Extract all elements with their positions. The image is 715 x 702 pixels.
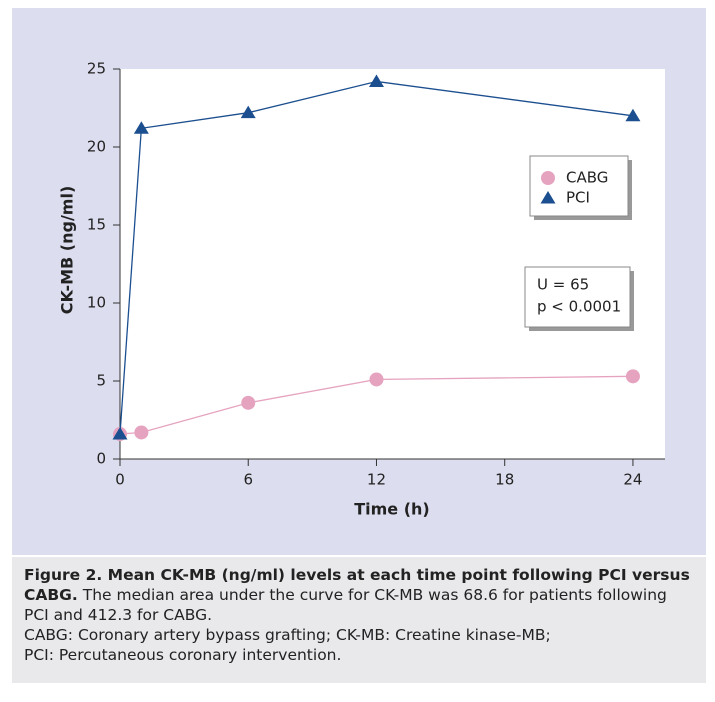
- plot-area: [120, 69, 665, 459]
- y-tick-label: 20: [87, 138, 106, 156]
- x-tick-label: 18: [495, 471, 514, 489]
- caption-text: The median area under the curve for CK-M…: [24, 586, 667, 624]
- data-point: [134, 425, 149, 440]
- abbreviation: PCI: Percutaneous coronary intervention.: [24, 646, 342, 664]
- x-axis-label: Time (h): [354, 500, 430, 519]
- legend-label: CABG: [566, 169, 608, 187]
- annotation: U = 65: [537, 276, 589, 294]
- y-tick-label: 25: [87, 60, 106, 78]
- caption: Figure 2. Mean CK-MB (ng/ml) levels at e…: [12, 557, 706, 683]
- x-tick-label: 12: [367, 471, 386, 489]
- data-point: [369, 372, 384, 387]
- y-tick-label: 0: [96, 450, 106, 468]
- annotation: p < 0.0001: [537, 298, 621, 316]
- y-tick-label: 5: [96, 372, 106, 390]
- data-point: [240, 105, 256, 119]
- data-point: [625, 108, 641, 122]
- legend-marker: [540, 191, 556, 204]
- chart: Time (h) CK-MB (ng/ml) 0 5 10 15 20 25 0 6 12 18 2…: [12, 8, 706, 555]
- abbreviation: CABG: Coronary artery bypass grafting; C…: [24, 626, 551, 644]
- data-point: [368, 74, 384, 87]
- x-tick-label: 0: [115, 471, 125, 489]
- data-point: [112, 427, 128, 440]
- legend-marker: [541, 171, 555, 185]
- y-axis-label: CK-MB (ng/ml): [58, 186, 77, 315]
- legend-label: PCI: [566, 189, 590, 207]
- data-point: [133, 121, 149, 134]
- caption-title: Figure 2. Mean CK-MB (ng/ml) levels at e…: [24, 566, 690, 604]
- annotation-box: [524, 266, 631, 328]
- x-tick-label: 6: [243, 471, 253, 489]
- caption-body: Figure 2. Mean CK-MB (ng/ml) levels at e…: [24, 565, 694, 625]
- data-point: [241, 395, 256, 410]
- data-point: [625, 369, 640, 384]
- y-tick-label: 10: [87, 294, 106, 312]
- legend: [529, 155, 629, 217]
- x-tick-label: 24: [623, 471, 642, 489]
- y-tick-label: 15: [87, 216, 106, 234]
